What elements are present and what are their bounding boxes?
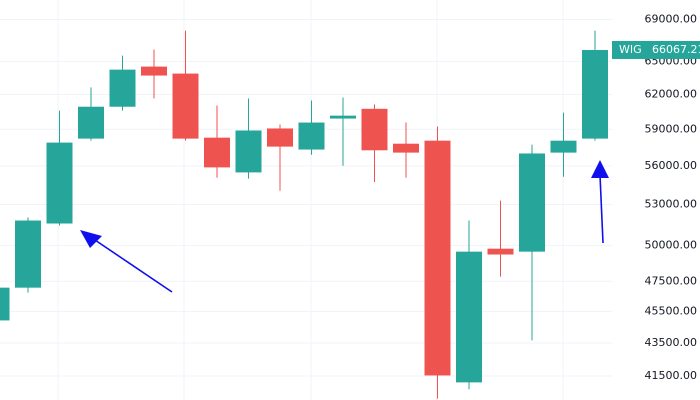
- candle-body: [550, 140, 577, 153]
- y-axis: 69000.0065000.0062000.0059000.0056000.00…: [612, 13, 700, 382]
- y-tick-label: 53000.00: [645, 197, 698, 210]
- candle-body: [519, 153, 545, 252]
- candle-body: [582, 49, 608, 139]
- vertical-grid: [57, 0, 564, 400]
- candle-body: [361, 108, 388, 151]
- y-tick-label: 69000.00: [645, 13, 698, 26]
- arrow-head: [80, 230, 102, 248]
- candle-body: [109, 69, 136, 107]
- candle-body: [487, 248, 514, 255]
- candle-body: [330, 115, 356, 119]
- candle-body: [204, 137, 230, 168]
- candle-body: [424, 140, 451, 376]
- axis-background: [612, 0, 700, 400]
- candle-body: [46, 142, 73, 224]
- candle-body: [15, 220, 41, 288]
- candle-body: [78, 106, 104, 139]
- y-tick-label: 47500.00: [645, 274, 698, 287]
- candle-body: [141, 66, 167, 76]
- candle-body: [456, 251, 482, 383]
- candle-body: [235, 130, 262, 173]
- y-tick-label: 45500.00: [645, 304, 698, 317]
- candles: [0, 30, 608, 399]
- annotations: [80, 160, 609, 293]
- y-tick-label: 56000.00: [645, 159, 698, 172]
- arrow-head: [591, 160, 609, 178]
- candle-body: [267, 128, 293, 147]
- y-tick-label: 62000.00: [645, 88, 698, 101]
- candle-body: [172, 73, 199, 139]
- arrow-line: [599, 174, 604, 244]
- candle-body: [298, 122, 325, 150]
- symbol-label: WIG: [619, 43, 642, 56]
- candle-body: [393, 143, 419, 153]
- y-tick-label: 43500.00: [645, 336, 698, 349]
- y-tick-label: 50000.00: [645, 238, 698, 251]
- candle-body: [0, 287, 10, 321]
- y-tick-label: 59000.00: [645, 122, 698, 135]
- last-price-label: 66067.21: [652, 43, 700, 56]
- y-tick-label: 41500.00: [645, 369, 698, 382]
- arrow-line: [91, 237, 173, 293]
- last-price-badge: [612, 40, 700, 59]
